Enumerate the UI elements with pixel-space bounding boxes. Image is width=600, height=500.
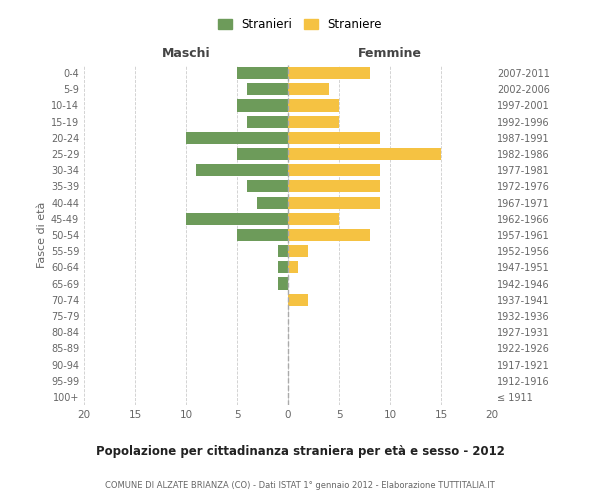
Bar: [237, 229, 288, 241]
Bar: [288, 100, 339, 112]
Bar: [247, 116, 288, 128]
Y-axis label: Fasce di età: Fasce di età: [37, 202, 47, 268]
Bar: [247, 83, 288, 96]
Text: Popolazione per cittadinanza straniera per età e sesso - 2012: Popolazione per cittadinanza straniera p…: [95, 444, 505, 458]
Text: Femmine: Femmine: [358, 47, 422, 60]
Bar: [288, 164, 380, 176]
Bar: [288, 229, 370, 241]
Bar: [196, 164, 288, 176]
Bar: [288, 294, 308, 306]
Bar: [247, 180, 288, 192]
Bar: [288, 83, 329, 96]
Bar: [288, 180, 380, 192]
Bar: [288, 116, 339, 128]
Bar: [237, 67, 288, 79]
Bar: [237, 148, 288, 160]
Bar: [186, 132, 288, 144]
Legend: Stranieri, Straniere: Stranieri, Straniere: [213, 14, 387, 36]
Bar: [186, 212, 288, 225]
Bar: [288, 245, 308, 258]
Bar: [288, 212, 339, 225]
Bar: [278, 245, 288, 258]
Bar: [288, 67, 370, 79]
Bar: [288, 132, 380, 144]
Bar: [288, 262, 298, 274]
Text: Maschi: Maschi: [161, 47, 211, 60]
Bar: [288, 148, 441, 160]
Bar: [278, 278, 288, 289]
Text: COMUNE DI ALZATE BRIANZA (CO) - Dati ISTAT 1° gennaio 2012 - Elaborazione TUTTIT: COMUNE DI ALZATE BRIANZA (CO) - Dati IST…: [105, 481, 495, 490]
Bar: [278, 262, 288, 274]
Bar: [237, 100, 288, 112]
Bar: [257, 196, 288, 208]
Bar: [288, 196, 380, 208]
